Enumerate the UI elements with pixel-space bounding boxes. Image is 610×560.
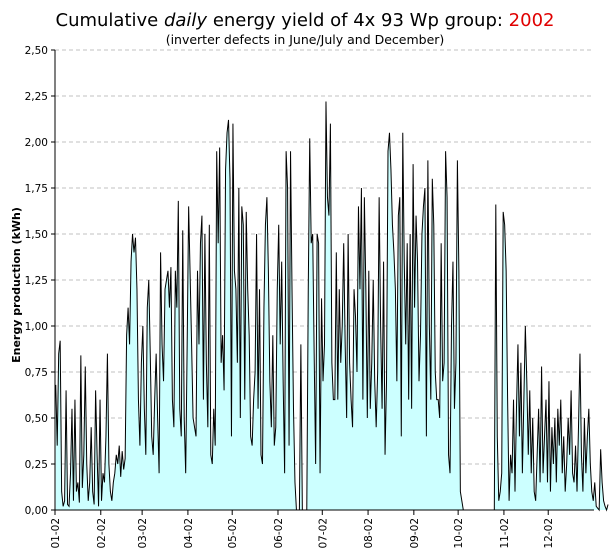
y-tick-label: 1,75 — [25, 183, 48, 195]
y-tick-label: 1,00 — [25, 321, 48, 333]
y-tick-label: 1,25 — [25, 275, 48, 287]
x-tick-label: 09-02 — [409, 518, 421, 549]
y-tick-label: 2,00 — [25, 137, 48, 149]
energy-area — [55, 101, 609, 511]
x-tick-label: 11-02 — [499, 518, 511, 549]
x-tick-label: 08-02 — [363, 518, 375, 549]
chart-subtitle: (inverter defects in June/July and Decem… — [165, 32, 445, 47]
y-tick-label: 2,50 — [25, 45, 48, 57]
x-ticks: 01-02 02-02 03-02 04-02 05-02 06-02 07-02 08-02… — [50, 510, 555, 549]
x-tick-label: 05-02 — [227, 518, 239, 549]
x-tick-label: 06-02 — [273, 518, 285, 549]
y-tick-label: 0,75 — [25, 367, 48, 379]
x-tick-label: 03-02 — [137, 518, 149, 549]
x-tick-label: 07-02 — [317, 518, 329, 549]
y-tick-label: 2,25 — [25, 91, 48, 103]
y-tick-label: 0,50 — [25, 413, 48, 425]
y-tick-label: 1,50 — [25, 229, 48, 241]
x-tick-label: 10-02 — [453, 518, 465, 549]
x-tick-label: 04-02 — [183, 518, 195, 549]
chart-title: Cumulative daily energy yield of 4x 93 W… — [55, 10, 555, 31]
y-axis-label: Energy production (kWh) — [10, 207, 23, 363]
x-tick-label: 12-02 — [543, 518, 555, 549]
x-tick-label: 01-02 — [50, 518, 62, 549]
y-tick-label: 0,00 — [25, 505, 48, 517]
title-year: 2002 — [508, 10, 555, 31]
x-tick-label: 02-02 — [96, 518, 108, 549]
energy-line — [55, 101, 609, 512]
y-tick-label: 0,25 — [25, 459, 48, 471]
y-ticks: 0,00 0,25 0,50 0,75 1,00 1,25 1,50 1,75 2,00 2,25… — [25, 45, 55, 517]
